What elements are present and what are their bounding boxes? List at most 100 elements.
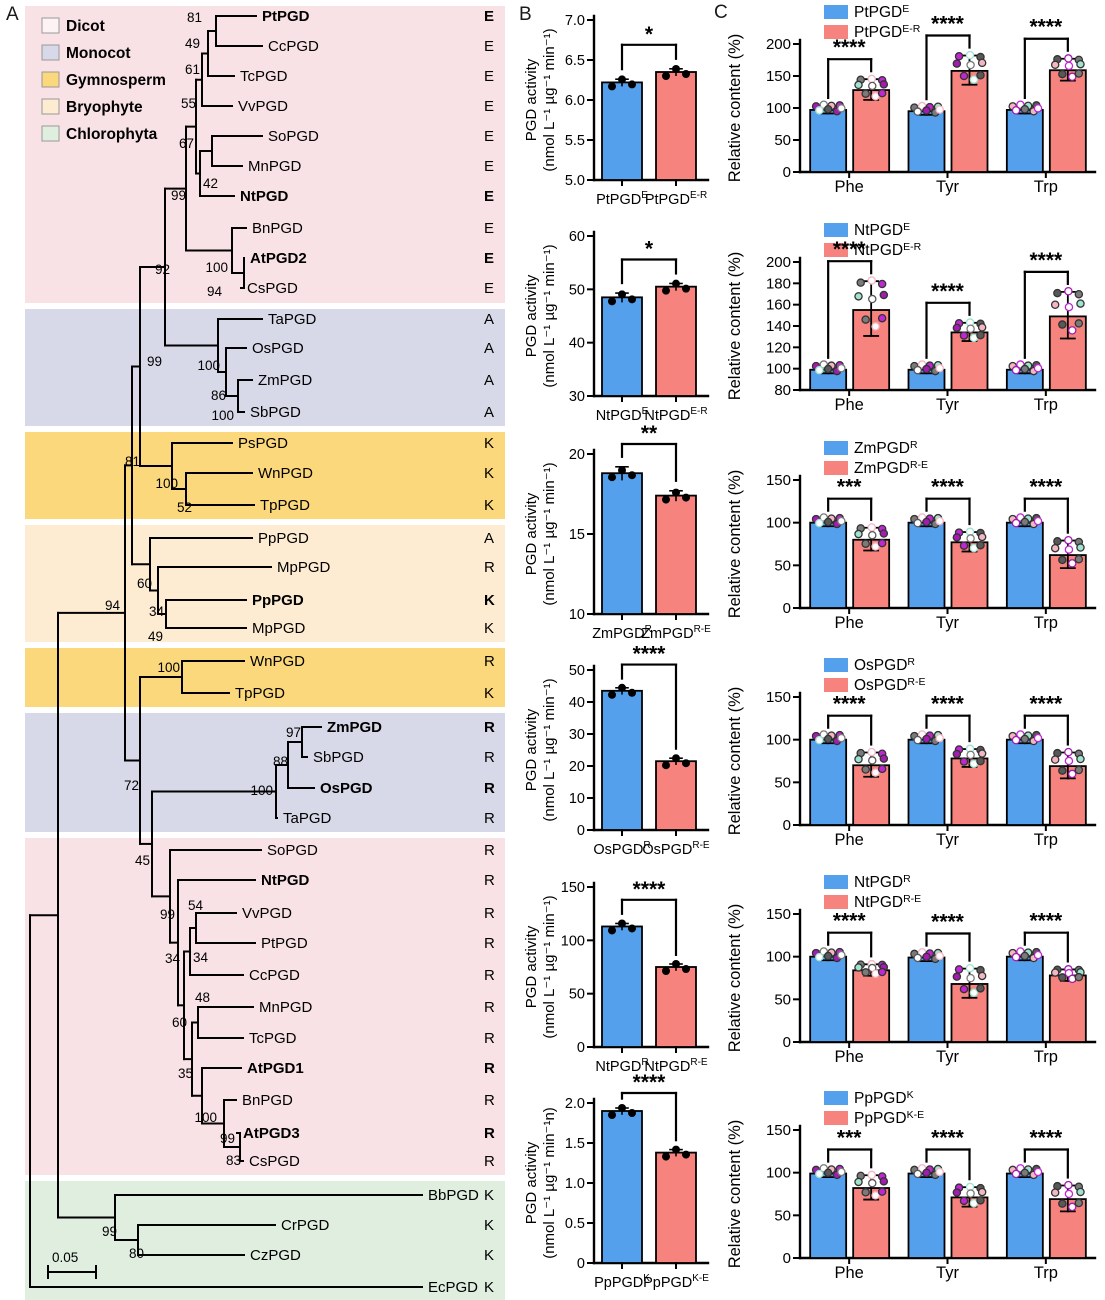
y-tick-label: 50 xyxy=(774,774,791,791)
taxon-letter: A xyxy=(484,530,494,547)
x-category-label: Tyr xyxy=(936,396,959,414)
data-dot xyxy=(823,734,833,744)
y-axis-label: Relative content (%) xyxy=(726,252,744,401)
chart-legend-label: OsPGDR xyxy=(854,656,915,674)
y-axis-label: Relative content (%) xyxy=(726,34,744,183)
data-dot xyxy=(879,1177,889,1186)
y-tick-label: 80 xyxy=(774,382,791,399)
y-tick-label: 0 xyxy=(783,164,791,181)
sig-stars: **** xyxy=(931,693,965,716)
data-dot xyxy=(1011,735,1021,745)
data-dot xyxy=(1053,288,1062,298)
sig-stars: **** xyxy=(931,1127,965,1150)
sig-stars: **** xyxy=(931,280,965,303)
data-dot xyxy=(682,759,690,768)
legend-swatch-chlorophyta xyxy=(41,125,60,142)
data-dot xyxy=(861,1188,870,1197)
relative-content-chart-4: 0 50 100 150 Relative content (%) OsPGDR OsPGD… xyxy=(726,656,1097,849)
data-dot xyxy=(854,1177,863,1187)
data-dot xyxy=(977,971,987,981)
chart-legend-label: PpPGDK xyxy=(854,1089,914,1107)
blue-bar xyxy=(1005,521,1044,609)
taxon-label: TpPGD xyxy=(260,497,310,514)
sig-stars: **** xyxy=(1029,693,1063,716)
chart-legend-label: PpPGDK-E xyxy=(854,1109,924,1127)
data-dot xyxy=(861,765,870,774)
chart-legend-label: ZmPGDR xyxy=(854,439,918,457)
data-dot xyxy=(856,278,865,287)
y-tick-label: 160 xyxy=(766,297,791,314)
data-dot xyxy=(1053,537,1062,546)
data-dot xyxy=(935,516,944,526)
taxon-label: VvPGD xyxy=(238,98,288,115)
y-tick-label: 100 xyxy=(766,1165,791,1182)
sig-stars: **** xyxy=(633,643,667,666)
x-group-label: ZmPGDR xyxy=(592,624,652,642)
data-dot xyxy=(879,529,889,538)
data-dot xyxy=(966,60,975,70)
data-dot xyxy=(854,529,863,539)
taxon-label: ZmPGD xyxy=(327,719,382,736)
data-dot xyxy=(628,80,636,89)
data-dot xyxy=(952,533,962,542)
red-bar xyxy=(852,969,891,1043)
data-dot xyxy=(935,951,944,961)
taxon-label: CcPGD xyxy=(268,38,319,55)
chart-legend-label: OsPGDR-E xyxy=(854,676,926,694)
taxon-letter: E xyxy=(484,188,494,205)
y-tick-label: 20 xyxy=(569,447,585,463)
y-tick-label: 50 xyxy=(774,557,791,574)
data-dot xyxy=(871,1191,880,1200)
y-tick-label: 150 xyxy=(561,880,585,896)
relative-content-chart-5: 0 50 100 150 Relative content (%) NtPGDR NtPGD… xyxy=(726,873,1097,1066)
y-axis-units: (nmol L⁻¹ µg⁻¹ min⁻¹) xyxy=(541,895,558,1038)
clade-band-monocot xyxy=(25,713,505,832)
x-category-label: Trp xyxy=(1034,178,1058,196)
x-category-label: Phe xyxy=(834,1048,863,1066)
data-dot xyxy=(682,284,690,293)
y-tick-label: 150 xyxy=(766,689,791,706)
blue-bar xyxy=(809,521,848,609)
taxon-label: OsPGD xyxy=(320,780,373,797)
bootstrap-value: 49 xyxy=(185,36,200,51)
data-dot xyxy=(1064,545,1074,554)
blue-bar xyxy=(907,956,946,1043)
y-axis-label: Relative content (%) xyxy=(726,470,744,619)
y-tick-label: 0 xyxy=(783,1250,791,1267)
data-dot xyxy=(871,92,880,101)
blue-bar xyxy=(907,738,946,826)
bootstrap-value: 94 xyxy=(207,284,223,299)
data-dot xyxy=(966,324,975,334)
chart-legend-label: NtPGDE-R xyxy=(854,241,922,259)
blue-bar xyxy=(1005,1172,1044,1259)
taxon-label: CcPGD xyxy=(249,967,300,984)
y-tick-label: 0 xyxy=(577,823,585,839)
data-dot xyxy=(1074,290,1084,299)
data-dot xyxy=(871,322,880,331)
data-dot xyxy=(662,1152,670,1161)
red-bar xyxy=(1048,69,1087,173)
taxon-label: CzPGD xyxy=(250,1247,301,1264)
blue-bar xyxy=(1005,109,1044,173)
data-dot xyxy=(1033,516,1043,526)
data-dot xyxy=(823,104,833,114)
bootstrap-value: 60 xyxy=(172,1015,187,1030)
y-tick-label: 0 xyxy=(577,1040,585,1056)
x-category-label: Trp xyxy=(1034,396,1058,414)
data-dot xyxy=(922,106,931,115)
sig-stars: *** xyxy=(837,1127,862,1150)
sig-stars: **** xyxy=(1029,249,1063,272)
data-dot xyxy=(976,71,985,80)
red-bar xyxy=(950,541,989,609)
chart-legend-swatch xyxy=(824,223,848,237)
bootstrap-value: 100 xyxy=(211,408,234,423)
data-dot xyxy=(922,1168,931,1178)
y-tick-label: 10 xyxy=(569,791,585,807)
taxon-label: CrPGD xyxy=(281,1217,330,1234)
scale-bar-label: 0.05 xyxy=(52,1250,78,1265)
sig-stars: *** xyxy=(837,476,862,499)
y-tick-label: 150 xyxy=(766,1122,791,1139)
taxon-letter: R xyxy=(484,1030,495,1047)
data-dot xyxy=(618,1104,626,1112)
